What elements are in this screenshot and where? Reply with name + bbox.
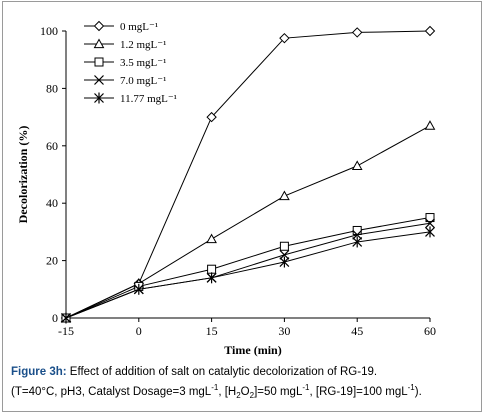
x-tick-label: 15 [206,324,218,338]
series-layer [60,25,436,324]
data-point-x-stroke [425,218,435,229]
data-point-square [279,241,289,251]
data-point-triangle [206,233,217,244]
data-point-square [352,225,362,235]
legend-item: 1.2 mgL⁻¹ [84,38,166,51]
data-point-star [206,272,217,284]
series-1 [60,25,436,324]
data-point-x [279,249,290,260]
series-3 [61,213,435,323]
data-point-square [94,57,104,67]
caption-line-1: Figure 3h: Effect of addition of salt on… [11,364,481,380]
x-axis-title: Time (min) [224,343,281,357]
y-tick-label: 60 [46,139,58,153]
series-5 [61,226,435,324]
legend-label: 0 mgL⁻¹ [120,21,158,33]
data-point-triangle [93,38,105,49]
legend-item: 3.5 mgL⁻¹ [84,57,166,69]
series-2 [60,120,436,323]
y-tick-label: 0 [52,311,58,325]
caption-sup: -1 [211,383,219,392]
y-tick-label: 20 [46,254,58,268]
caption-o: O [240,385,250,398]
legend-label: 7.0 mgL⁻¹ [120,75,166,87]
data-point-diamond [424,25,436,37]
caption-h2o2: , [H [218,385,237,398]
data-point-x-stroke [279,249,290,260]
data-point-star [352,236,363,248]
figure-frame: -15 0 15 30 45 60 0 20 40 60 80 100 Time (min) Decolo… [2,1,482,412]
x-tick-label: 0 [136,324,142,338]
caption-sup: -1 [407,383,415,392]
legend-item: 0 mgL⁻¹ [84,20,158,33]
data-point-x [425,218,435,229]
data-point-diamond [279,32,290,44]
data-point-star [279,256,290,268]
legend-label: 11.77 mgL⁻¹ [120,93,177,105]
caption-conditions: (T=40°C, pH3, Catalyst Dosage=3 mgL [11,385,212,398]
y-tick-label: 40 [46,196,58,210]
series-line [65,125,431,319]
data-point-star [61,312,71,324]
caption-sup: -1 [302,383,310,392]
x-tick-label: 60 [424,324,436,338]
caption-close: ). [414,385,422,398]
data-point-square [425,213,435,223]
x-tick-label: -15 [58,324,74,338]
legend: 0 mgL⁻¹ 1.2 mgL⁻¹ 3.5 mgL⁻¹ 7.0 mgL⁻¹ 11.77 … [84,20,177,105]
x-tick-label: 45 [351,324,363,338]
data-point-diamond [206,111,217,123]
data-point-star [425,226,435,238]
caption-dye-dose: , [RG-19]=100 mgL [309,385,408,398]
legend-item: 7.0 mgL⁻¹ [84,75,166,87]
legend-label: 3.5 mgL⁻¹ [120,57,166,69]
data-point-triangle [424,120,436,130]
data-point-x-stroke [94,75,104,85]
data-point-square [207,264,217,274]
data-point-diamond [351,27,363,38]
data-point-star [94,92,104,104]
series-line [65,222,431,319]
series-line [65,231,431,319]
y-axis-title: Decolorization (%) [16,126,30,224]
data-point-star [133,283,144,295]
data-point-triangle [351,160,363,170]
data-point-x [352,229,363,240]
caption-text: Effect of addition of salt on catalytic … [69,366,378,378]
data-point-x-stroke [352,229,363,240]
caption-label: Figure 3h: [11,366,67,378]
y-tick-label: 80 [46,81,58,95]
series-4 [61,218,435,323]
legend-item: 11.77 mgL⁻¹ [84,92,177,105]
data-point-x [94,75,104,85]
data-point-triangle [279,190,290,201]
caption-sub: 2 [249,391,255,401]
caption-h2o2-dose: ]=50 mgL [254,385,303,398]
series-line [65,217,431,319]
y-tick-label: 100 [40,24,58,38]
caption-sub: 2 [236,391,241,401]
caption-line-2: (T=40°C, pH3, Catalyst Dosage=3 mgL-1, [… [11,380,481,404]
x-tick-label: 30 [278,324,290,338]
legend-label: 1.2 mgL⁻¹ [120,39,166,51]
figure-caption: Figure 3h: Effect of addition of salt on… [11,364,481,404]
data-point-diamond [93,20,105,32]
